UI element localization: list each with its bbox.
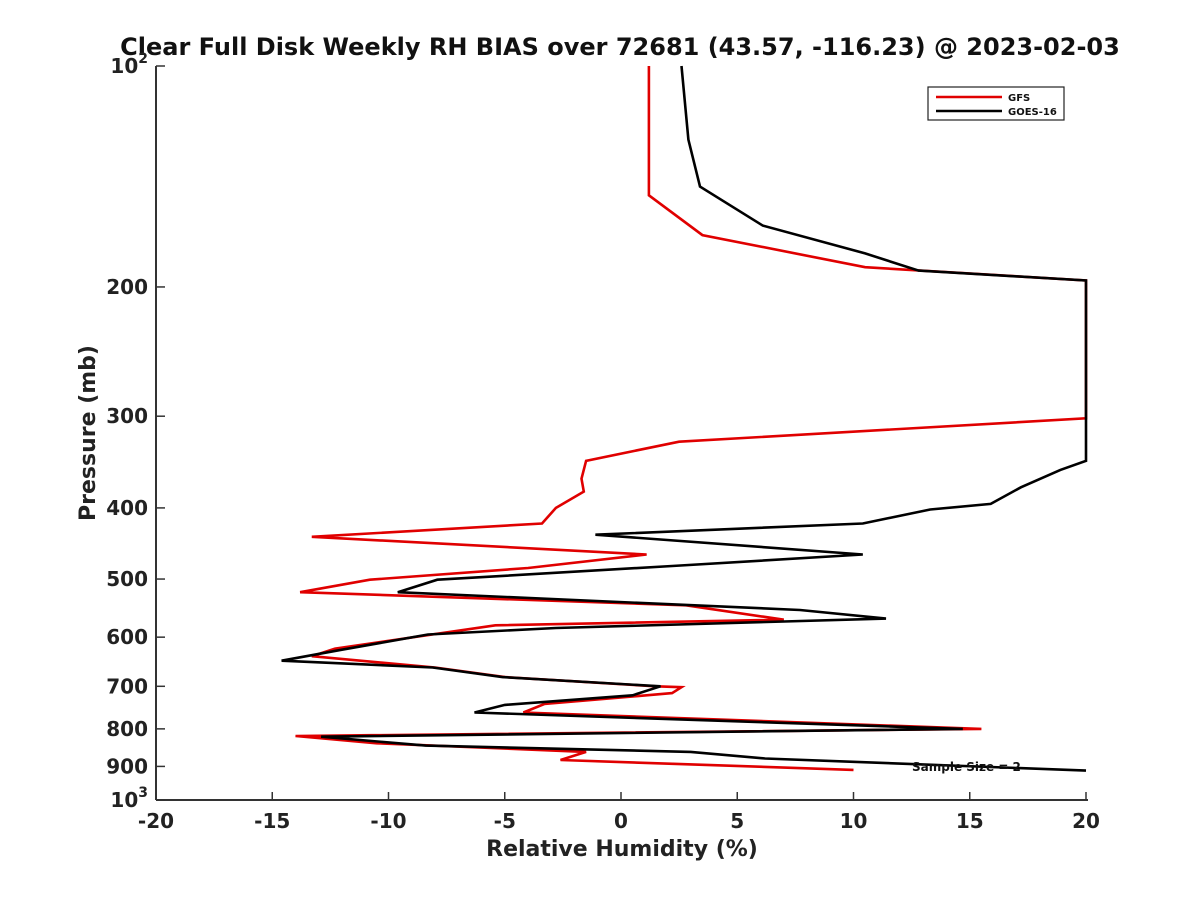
series-line-goes-16 <box>281 65 1088 772</box>
legend-box <box>927 86 1065 121</box>
chart-title: Clear Full Disk Weekly RH BIAS over 7268… <box>120 33 1120 61</box>
x-tick-label: -5 <box>494 809 516 833</box>
y-axis-label: Pressure (mb) <box>76 345 101 521</box>
y-tick-label: 600 <box>106 625 148 649</box>
sample-size-annotation: Sample Size = 2 <box>912 760 1021 774</box>
series-line-gfs <box>295 66 1088 772</box>
x-tick-label: -10 <box>370 809 406 833</box>
x-axis-label: Relative Humidity (%) <box>486 837 758 862</box>
plot-lines <box>281 65 1088 772</box>
x-ticks: -20 -15 -10 -5 0 5 10 15 20 <box>138 792 1100 833</box>
x-tick-label: 20 <box>1072 809 1100 833</box>
y-tick-label: 400 <box>106 496 148 520</box>
y-tick-label: 102 <box>110 51 148 78</box>
y-tick-label: 800 <box>106 717 148 741</box>
x-tick-label: 10 <box>840 809 868 833</box>
y-tick-label: 700 <box>106 674 148 698</box>
y-tick-label: 500 <box>106 567 148 591</box>
y-ticks: 102 200 300 400 500 600 700 800 900 103 <box>106 51 165 812</box>
x-tick-label: 15 <box>956 809 984 833</box>
x-tick-label: -20 <box>138 809 174 833</box>
legend: GFS GOES-16 <box>927 86 1065 121</box>
y-tick-label: 200 <box>106 275 148 299</box>
x-tick-label: -15 <box>254 809 290 833</box>
legend-label-goes16: GOES-16 <box>1008 107 1057 118</box>
y-tick-label: 103 <box>110 785 148 812</box>
x-tick-label: 0 <box>614 809 628 833</box>
x-tick-label: 5 <box>730 809 744 833</box>
legend-label-gfs: GFS <box>1008 93 1030 104</box>
y-tick-label: 300 <box>106 404 148 428</box>
y-tick-label: 900 <box>106 754 148 778</box>
